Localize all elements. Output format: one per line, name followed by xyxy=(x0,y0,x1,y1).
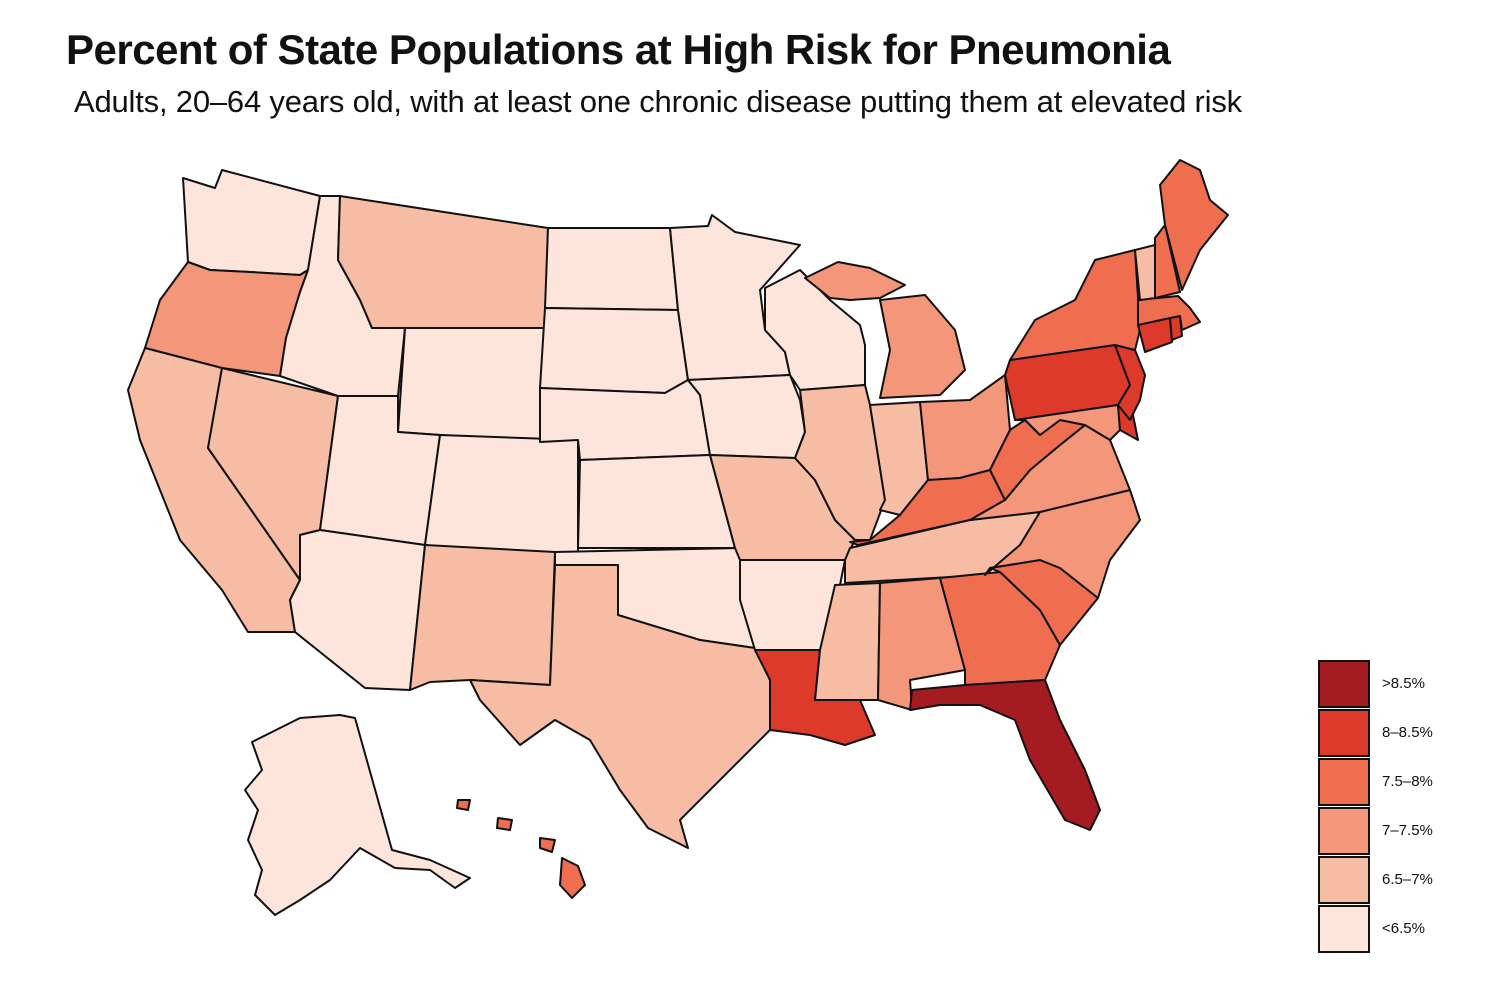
state-north-carolina xyxy=(984,489,1141,599)
state-alaska xyxy=(244,714,471,916)
state-texas xyxy=(469,564,771,849)
legend-swatch xyxy=(1318,709,1370,757)
state-michigan-lower xyxy=(879,294,966,399)
state-new-jersey xyxy=(1114,344,1146,421)
state-washington xyxy=(182,169,321,276)
state-arizona xyxy=(289,529,426,691)
legend-label: 7.5–8% xyxy=(1382,773,1433,790)
state-massachusetts xyxy=(1137,295,1201,331)
state-michigan-upper xyxy=(804,261,906,301)
state-minnesota xyxy=(669,214,801,381)
legend-swatch xyxy=(1318,758,1370,806)
state-hawaii-kauai xyxy=(456,799,471,811)
legend-label: >8.5% xyxy=(1382,675,1425,692)
state-new-mexico xyxy=(409,544,556,691)
state-montana xyxy=(337,195,549,329)
chart-subtitle: Adults, 20–64 years old, with at least o… xyxy=(74,84,1242,119)
legend-label: <6.5% xyxy=(1382,920,1425,937)
state-north-dakota xyxy=(544,227,679,311)
chart-title: Percent of State Populations at High Ris… xyxy=(66,26,1171,73)
legend-item: 6.5–7% xyxy=(1318,856,1458,907)
state-hawaii-big xyxy=(559,857,586,899)
state-hawaii-maui xyxy=(539,837,556,853)
legend-item: <6.5% xyxy=(1318,905,1458,956)
legend-swatch xyxy=(1318,856,1370,904)
state-florida xyxy=(909,679,1101,831)
state-hawaii-oahu xyxy=(496,817,513,831)
state-maine xyxy=(1159,159,1229,291)
legend-swatch xyxy=(1318,660,1370,708)
legend-item: 8–8.5% xyxy=(1318,709,1458,760)
state-south-dakota xyxy=(539,307,689,394)
state-new-hampshire xyxy=(1154,224,1181,299)
legend-item: >8.5% xyxy=(1318,660,1458,711)
legend-label: 8–8.5% xyxy=(1382,724,1433,741)
state-kansas xyxy=(577,454,736,549)
legend: >8.5% 8–8.5% 7.5–8% 7–7.5% 6.5–7% <6.5% xyxy=(1318,660,1458,986)
legend-label: 7–7.5% xyxy=(1382,822,1433,839)
legend-item: 7.5–8% xyxy=(1318,758,1458,809)
state-wyoming xyxy=(397,327,546,443)
legend-swatch xyxy=(1318,807,1370,855)
legend-label: 6.5–7% xyxy=(1382,871,1433,888)
legend-item: 7–7.5% xyxy=(1318,807,1458,858)
legend-swatch xyxy=(1318,905,1370,953)
state-new-york xyxy=(1009,249,1141,361)
state-illinois xyxy=(794,384,886,541)
